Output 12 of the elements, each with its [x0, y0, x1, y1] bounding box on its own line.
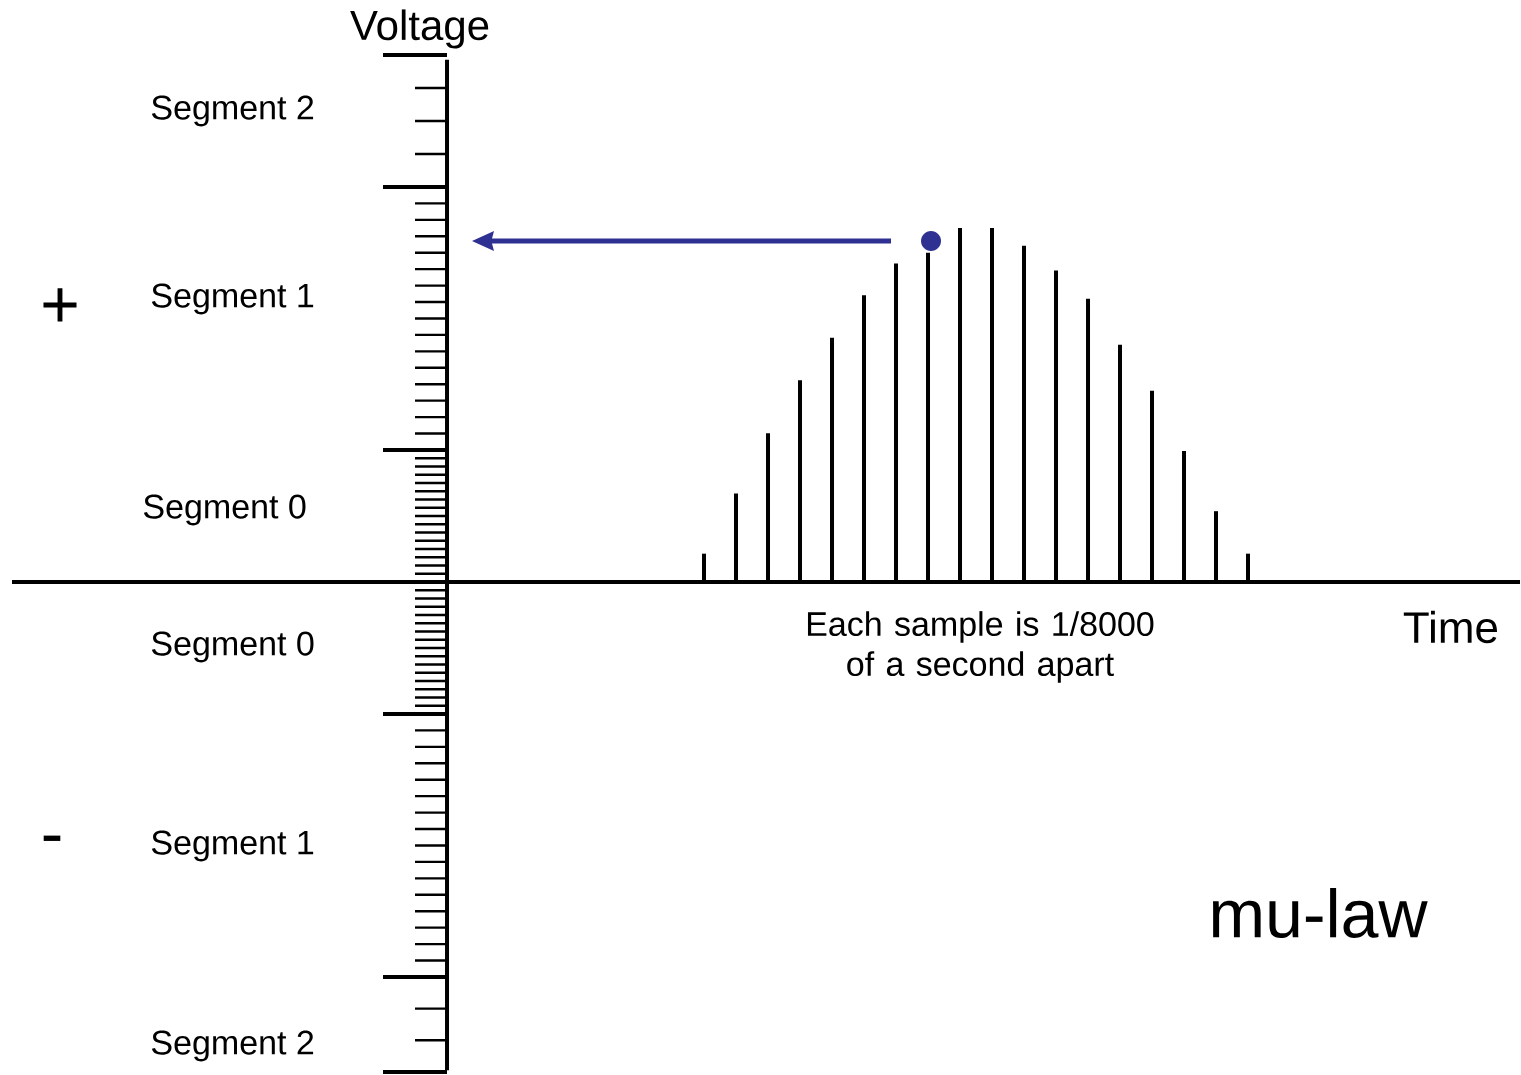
text: Segment 1 [151, 830, 314, 862]
text: Segment 2 [151, 1030, 314, 1062]
text: mu-law [1212, 888, 1428, 938]
x-axis-title: Time [1403, 610, 1497, 644]
text: Voltage [350, 9, 489, 49]
text: Segment 0 [143, 494, 306, 526]
text: Segment 2 [151, 95, 314, 127]
text: Segment 1 [151, 283, 314, 315]
text: - [43, 835, 61, 841]
text: + [43, 288, 77, 322]
text: Segment 0 [151, 631, 314, 663]
text: Each sample is 1/8000 of a second apart [807, 611, 1154, 683]
